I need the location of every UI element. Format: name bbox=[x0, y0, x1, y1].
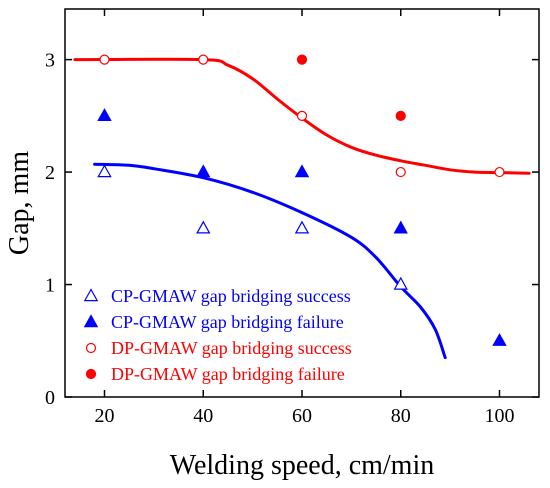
data-point-circle-open bbox=[198, 54, 209, 65]
data-point-triangle-open bbox=[393, 276, 408, 290]
fit-curve bbox=[73, 57, 531, 175]
data-point-circle-filled bbox=[296, 54, 308, 65]
legend: CP-GMAW gap bridging success CP-GMAW gap … bbox=[83, 286, 352, 384]
data-point-triangle-filled bbox=[97, 108, 112, 122]
x-tick-label: 40 bbox=[193, 405, 213, 427]
y-tick-label: 3 bbox=[45, 50, 55, 72]
data-point-triangle-open bbox=[196, 220, 211, 234]
data-point-circle-open bbox=[494, 166, 505, 178]
data-point-circle-open bbox=[395, 166, 406, 178]
fit-curve bbox=[93, 162, 447, 360]
data-point-triangle-filled bbox=[196, 164, 211, 178]
y-tick-label: 0 bbox=[45, 387, 55, 409]
y-axis-title: Gap, mm bbox=[4, 151, 35, 255]
legend-label: DP-GMAW gap bridging success bbox=[111, 338, 352, 358]
x-axis-title: Welding speed, cm/min bbox=[170, 450, 434, 481]
legend-label: CP-GMAW gap bridging failure bbox=[111, 312, 344, 332]
y-tick-label: 2 bbox=[45, 162, 55, 184]
legend-marker-circle-filled bbox=[85, 368, 97, 380]
legend-label: DP-GMAW gap bridging failure bbox=[111, 364, 345, 384]
data-point-triangle-filled bbox=[393, 220, 408, 234]
data-point-circle-open bbox=[99, 54, 110, 65]
legend-label: CP-GMAW gap bridging success bbox=[111, 286, 351, 306]
data-point-circle-filled bbox=[395, 110, 406, 121]
x-tick-label: 20 bbox=[95, 405, 115, 427]
legend-marker-circle-open bbox=[85, 342, 97, 354]
x-tick-label: 60 bbox=[292, 405, 312, 427]
fit-curves bbox=[73, 57, 531, 360]
data-point-triangle-filled bbox=[492, 333, 507, 346]
x-tick-label: 80 bbox=[391, 405, 411, 427]
legend-marker-triangle-open bbox=[83, 288, 99, 302]
y-tick-label: 1 bbox=[45, 275, 55, 297]
data-point-triangle-open bbox=[294, 220, 310, 234]
legend-marker-triangle-filled bbox=[83, 314, 99, 328]
data-point-circle-open bbox=[296, 110, 308, 121]
data-points bbox=[97, 54, 507, 346]
axis-ticks: 20 40 60 80 100 0 1 2 3 bbox=[45, 9, 539, 427]
x-tick-label: 100 bbox=[485, 405, 515, 427]
data-point-triangle-filled bbox=[294, 164, 310, 178]
data-point-triangle-open bbox=[97, 164, 112, 178]
